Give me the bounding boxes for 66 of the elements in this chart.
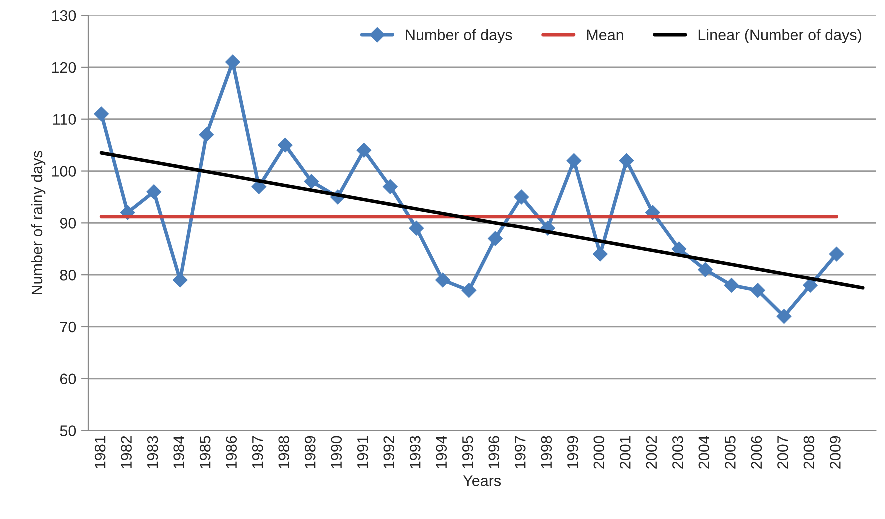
x-tick-label: 2006 — [751, 436, 762, 469]
point — [566, 153, 582, 168]
legend-label: Mean — [587, 30, 624, 41]
x-tick-label: 2007 — [778, 436, 788, 469]
x-tick-label: 1981 — [94, 436, 106, 468]
point — [514, 190, 530, 205]
point — [146, 184, 162, 200]
point — [436, 272, 450, 288]
point — [199, 128, 214, 142]
point — [829, 246, 844, 262]
x-tick-label: 1993 — [410, 436, 421, 468]
x-tick-label: 2002 — [646, 436, 658, 469]
point — [94, 106, 110, 122]
x-tick-label: 1990 — [331, 436, 342, 468]
point — [462, 283, 477, 298]
y-tick-label: 130 — [52, 10, 76, 22]
point — [619, 153, 634, 168]
x-axis-title: Years — [463, 476, 502, 486]
point — [409, 220, 424, 236]
x-tick-label: 1998 — [541, 436, 552, 468]
x-tick-label: 2000 — [594, 436, 605, 469]
x-tick-label: 1982 — [121, 436, 132, 468]
point — [593, 246, 608, 262]
x-tick-label: 1988 — [278, 436, 290, 468]
y-tick-label: 110 — [54, 114, 76, 126]
x-tick-label: 1995 — [462, 436, 474, 468]
point — [226, 54, 240, 70]
x-tick-label: 1984 — [174, 436, 184, 468]
x-tick-label: 1992 — [384, 436, 395, 468]
y-tick-label: 90 — [60, 218, 76, 229]
point — [776, 309, 792, 324]
point — [488, 231, 503, 246]
legend-label: Number of days — [406, 29, 512, 44]
y-tick-label: 60 — [60, 374, 76, 385]
y-axis-title: Number of rainy days — [31, 151, 46, 295]
x-tick-label: 1989 — [304, 436, 316, 468]
x-tick-label: 2009 — [830, 436, 841, 469]
point — [304, 174, 320, 190]
x-tick-label: 1987 — [252, 436, 264, 468]
x-tick-label: 2008 — [804, 436, 815, 469]
x-tick-label: 1985 — [200, 436, 211, 468]
x-tick-label: 2005 — [725, 436, 736, 469]
x-tick-label: 2003 — [672, 436, 684, 469]
point — [356, 143, 372, 158]
x-tick-label: 2004 — [698, 436, 710, 469]
legend-label: Linear (Number of days) — [698, 29, 862, 44]
point — [724, 278, 740, 293]
point — [750, 283, 766, 298]
y-tick-label: 120 — [52, 62, 76, 74]
x-tick-label: 1997 — [514, 436, 526, 468]
point — [278, 138, 293, 153]
point — [383, 179, 398, 194]
point — [803, 278, 818, 293]
y-tick-label: 70 — [60, 322, 76, 333]
x-tick-label: 1991 — [357, 436, 368, 468]
x-tick-label: 1986 — [226, 436, 238, 468]
x-tick-label: 1996 — [488, 436, 500, 468]
x-tick-label: 1994 — [436, 436, 448, 468]
x-tick-label: 2001 — [620, 436, 631, 469]
line-series — [100, 151, 865, 290]
y-tick-label: 100 — [52, 166, 76, 177]
y-tick-label: 80 — [60, 270, 76, 281]
y-tick-label: 50 — [60, 426, 76, 436]
x-tick-label: 1983 — [147, 436, 158, 468]
point — [698, 262, 713, 278]
x-tick-label: 1999 — [568, 436, 578, 468]
